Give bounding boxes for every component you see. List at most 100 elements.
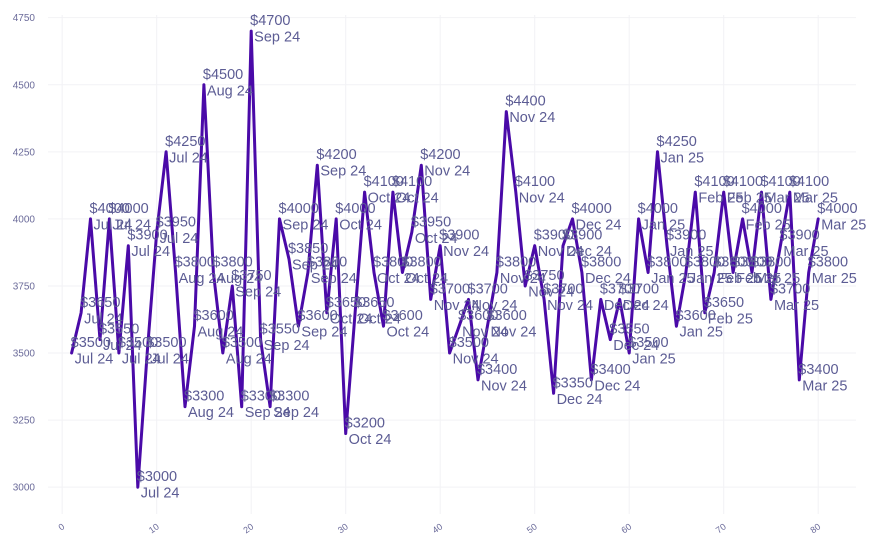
- data-label: $4100 Feb 25: [694, 174, 743, 207]
- data-label: $4250 Jul 24: [165, 134, 208, 167]
- data-label: $3750 Nov 24: [524, 268, 574, 301]
- data-label: $3650 Oct 24: [326, 295, 373, 328]
- data-label: $3500 Jul 24: [118, 335, 161, 368]
- data-label: $3800 Nov 24: [496, 255, 546, 288]
- data-label: $4200 Nov 24: [420, 147, 470, 180]
- data-label: $3800 Jan 25: [647, 255, 695, 288]
- data-label: $4000 Jan 25: [638, 201, 686, 234]
- data-label: $3950 Jul 24: [156, 214, 199, 247]
- data-label: $3700 Nov 24: [430, 281, 480, 314]
- data-label: $3800 Feb 25: [713, 255, 762, 288]
- data-label: $3800 Jan 25: [685, 255, 733, 288]
- y-tick-label: 3750: [13, 281, 36, 292]
- data-label: $3500 Nov 24: [449, 335, 499, 368]
- y-tick-label: 3000: [13, 483, 36, 494]
- data-label: $3800 Sep 24: [307, 255, 357, 288]
- data-label: $4000 Jul 24: [90, 201, 133, 234]
- data-label: $3700 Dec 24: [600, 281, 650, 314]
- data-label: $3850 Sep 24: [288, 241, 338, 273]
- x-tick-label: 10: [147, 521, 161, 535]
- data-label: $3800 Oct 24: [373, 255, 420, 288]
- data-label: $4000 Feb 25: [742, 201, 791, 234]
- data-label: $3400 Mar 25: [798, 362, 847, 395]
- data-label: $3700 Nov 24: [468, 281, 518, 314]
- x-tick-label: 40: [430, 521, 444, 535]
- data-label: $4400 Nov 24: [505, 94, 555, 127]
- data-label: $4000 Dec 24: [571, 201, 621, 234]
- data-label: $3700 Dec 24: [619, 281, 669, 314]
- data-label: $3900 Mar 25: [779, 228, 828, 261]
- data-label: $3700 Nov 24: [543, 281, 593, 314]
- data-label: $3300 Aug 24: [184, 389, 234, 422]
- data-label: $3400 Dec 24: [590, 362, 640, 395]
- data-label: $4250 Jan 25: [657, 134, 705, 167]
- data-label: $3800 Mar 25: [808, 255, 857, 288]
- data-label: $3700 Mar 25: [770, 281, 819, 314]
- data-label: $4000 Mar 25: [817, 201, 866, 234]
- x-tick-label: 80: [808, 521, 822, 535]
- data-label: $4100 Oct 24: [364, 174, 411, 207]
- data-label: $3800 Aug 24: [175, 255, 225, 288]
- x-tick-label: 60: [619, 521, 633, 535]
- data-label-layer: $3500 Jul 24 $3650 Jul 24 $4000 Jul 24 $3550 Ju…: [71, 13, 867, 502]
- y-tick-label: 4000: [13, 214, 36, 225]
- data-label: $3800 Dec 24: [581, 255, 631, 288]
- data-label: $3500 Aug 24: [222, 335, 272, 368]
- data-label: $3600 Nov 24: [458, 308, 508, 341]
- line-layer: [70, 29, 820, 489]
- data-label: $3650 Jul 24: [80, 295, 123, 328]
- data-label: $3750 Sep 24: [231, 268, 281, 301]
- data-label: $3800 Mar 25: [751, 255, 800, 288]
- x-tick-label: 30: [336, 521, 350, 535]
- series-line: [70, 29, 820, 489]
- grid-layer: [48, 15, 856, 514]
- data-label: $3900 Nov 24: [534, 228, 584, 261]
- data-label: $3650 Oct 24: [354, 295, 401, 328]
- data-label: $3500 Jul 24: [71, 335, 114, 368]
- data-label: $3300 Sep 24: [241, 389, 291, 422]
- data-label: $4000 Oct 24: [335, 201, 382, 234]
- data-label: $4100 Mar 25: [789, 174, 838, 207]
- data-label: $3800 Aug 24: [212, 255, 262, 288]
- data-label: $3550 Jul 24: [99, 322, 142, 355]
- y-tick-label: 4750: [13, 13, 36, 24]
- data-label: $3600 Jan 25: [675, 308, 723, 341]
- data-label: $3600 Oct 24: [382, 308, 429, 341]
- data-label: $3900 Jan 25: [666, 228, 714, 261]
- x-tick-label: 50: [525, 521, 539, 535]
- data-label: $4100 Mar 25: [760, 174, 809, 207]
- data-label: $3650 Feb 25: [704, 295, 753, 328]
- data-label: $3950 Oct 24: [411, 214, 458, 247]
- data-label: $4700 Sep 24: [250, 13, 300, 46]
- data-label: $4000 Jul 24: [108, 201, 151, 234]
- y-tick-label: 4250: [13, 147, 36, 158]
- data-label: $4100 Feb 25: [723, 174, 772, 207]
- data-label: $3400 Nov 24: [477, 362, 527, 395]
- data-label: $4100 Nov 24: [515, 174, 565, 207]
- x-tick-label: 0: [56, 521, 66, 532]
- data-label: $3500 Jul 24: [146, 335, 189, 368]
- data-label: $3500 Jan 25: [628, 335, 676, 368]
- data-label: $3600 Aug 24: [193, 308, 243, 341]
- data-label: $3550 Sep 24: [260, 322, 310, 355]
- y-tick-label: 3250: [13, 416, 36, 427]
- data-label: $3600 Sep 24: [297, 308, 347, 341]
- y-tick-label: 3500: [13, 349, 36, 360]
- x-tick-label: 20: [241, 521, 255, 535]
- y-tick-label: 4500: [13, 80, 36, 91]
- data-label: $3200 Oct 24: [345, 416, 392, 449]
- x-tick-label: 70: [714, 521, 728, 535]
- data-label: $3900 Jul 24: [127, 228, 170, 261]
- data-label: $3800 Feb 25: [732, 255, 781, 288]
- data-label: $3900 Dec 24: [562, 228, 612, 261]
- data-label: $3300 Sep 24: [269, 389, 319, 422]
- data-label: $4200 Sep 24: [316, 147, 366, 180]
- data-label: $3900 Nov 24: [439, 228, 489, 261]
- data-label: $3550 Dec 24: [609, 322, 659, 355]
- data-label: $3350 Dec 24: [553, 375, 603, 408]
- data-label: $3800 Oct 24: [401, 255, 448, 288]
- data-label: $4100 Oct 24: [392, 174, 439, 207]
- data-label: $3600 Nov 24: [486, 308, 536, 341]
